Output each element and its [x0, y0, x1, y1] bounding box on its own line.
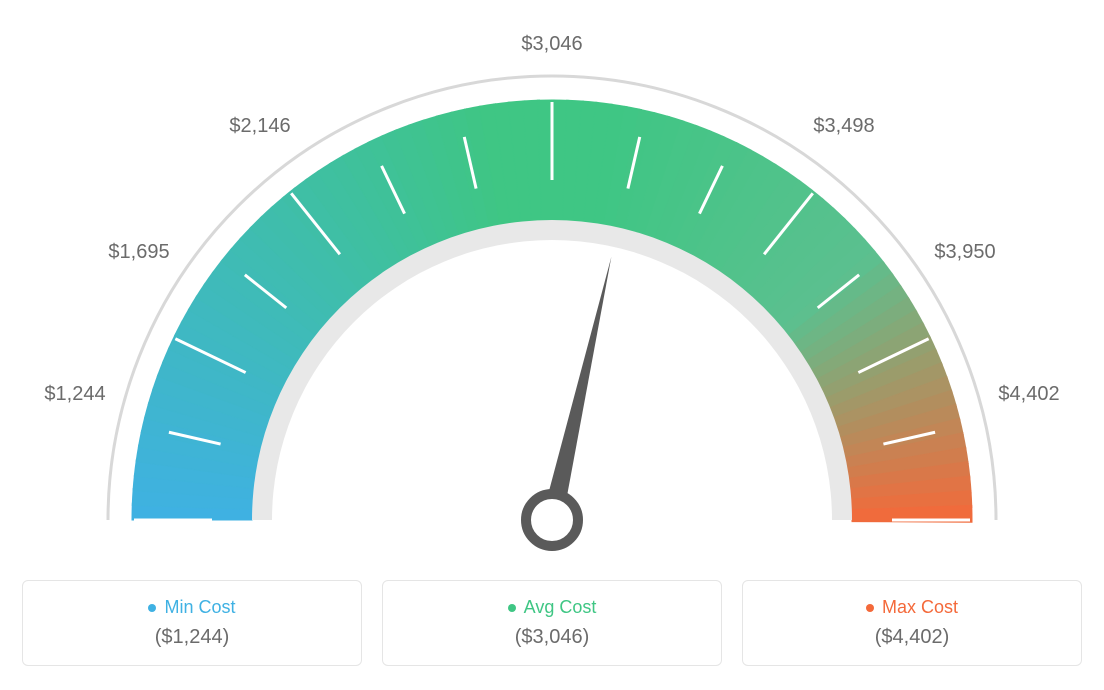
legend-value: ($3,046) — [395, 626, 709, 649]
tick-label: $4,402 — [998, 383, 1059, 405]
tick-label: $1,695 — [108, 241, 169, 263]
legend-label: Min Cost — [164, 597, 235, 618]
legend-label-row: Avg Cost — [395, 597, 709, 618]
cost-gauge-chart: $1,244 $1,695 $2,146 $3,046 $3,498 $3,950 $4,4… — [20, 20, 1084, 580]
legend-dot-max — [866, 604, 874, 612]
legend-value: ($1,244) — [35, 626, 349, 649]
gauge-svg: $1,244 $1,695 $2,146 $3,046 $3,498 $3,950 $4,4… — [20, 20, 1084, 580]
tick-label: $1,244 — [44, 383, 105, 405]
tick-label: $3,046 — [521, 33, 582, 55]
needle — [549, 257, 611, 495]
legend-card-avg: Avg Cost ($3,046) — [382, 580, 722, 666]
legend-label: Avg Cost — [524, 597, 597, 618]
legend-dot-avg — [508, 604, 516, 612]
tick-label: $2,146 — [229, 115, 290, 137]
legend-label-row: Min Cost — [35, 597, 349, 618]
tick-label: $3,498 — [813, 115, 874, 137]
needle-hub — [526, 494, 578, 546]
tick-label: $3,950 — [934, 241, 995, 263]
legend-card-max: Max Cost ($4,402) — [742, 580, 1082, 666]
legend-row: Min Cost ($1,244) Avg Cost ($3,046) Max Cost… — [20, 580, 1084, 666]
legend-value: ($4,402) — [755, 626, 1069, 649]
legend-label: Max Cost — [882, 597, 958, 618]
legend-card-min: Min Cost ($1,244) — [22, 580, 362, 666]
legend-label-row: Max Cost — [755, 597, 1069, 618]
legend-dot-min — [148, 604, 156, 612]
